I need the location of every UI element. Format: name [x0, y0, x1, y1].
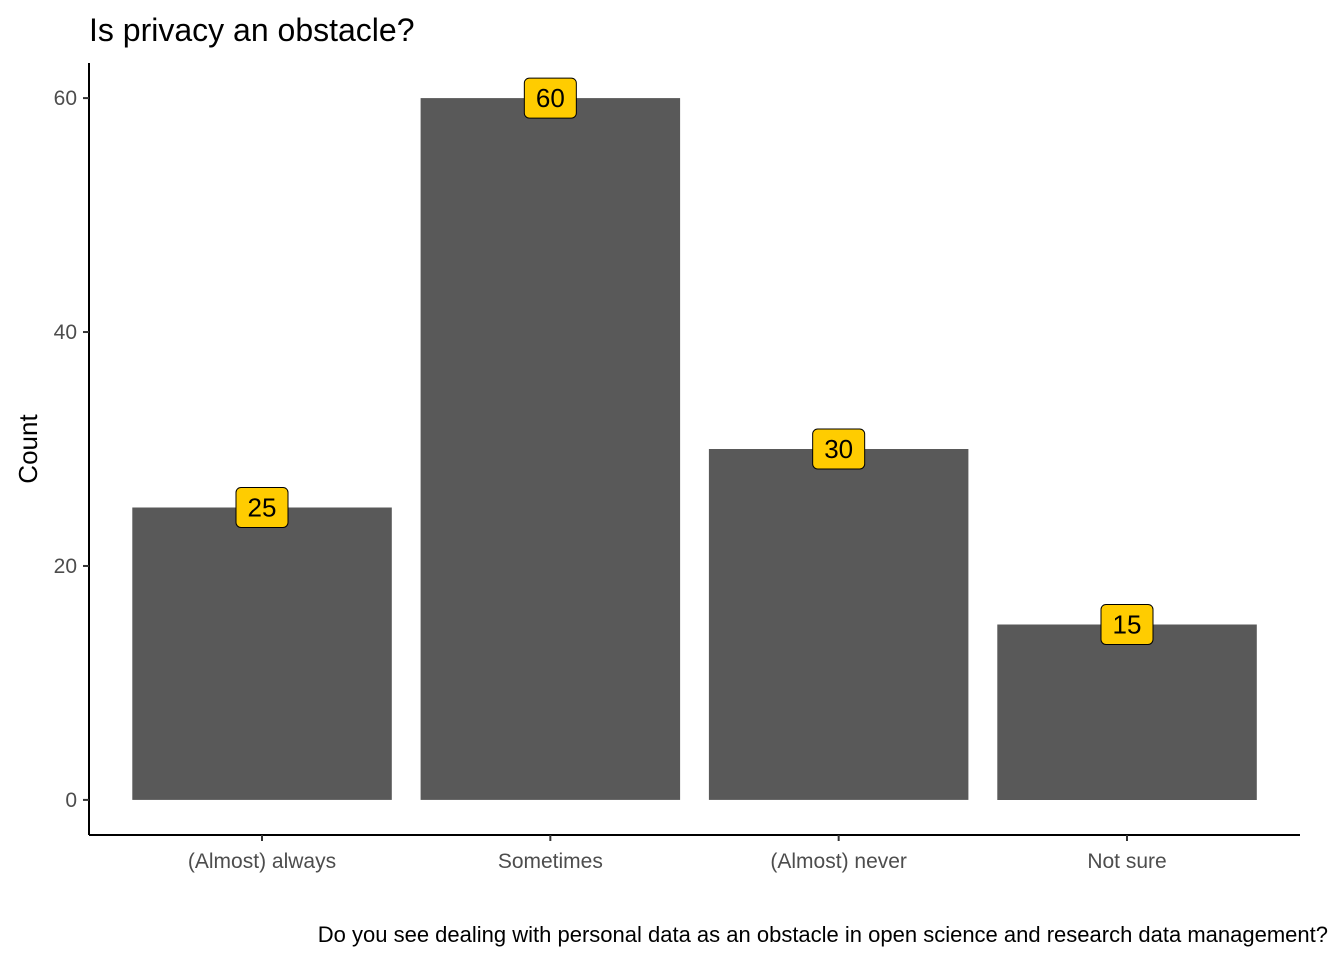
data-label-text: 25 — [248, 492, 277, 522]
data-label-text: 30 — [824, 434, 853, 464]
y-axis-title: Count — [13, 414, 43, 484]
data-label-box — [1100, 603, 1154, 645]
data-label-2: 30 — [812, 428, 866, 470]
bar-1 — [420, 98, 681, 800]
bars-layer — [132, 98, 1257, 800]
data-label-text: 60 — [536, 83, 565, 113]
chart-title: Is privacy an obstacle? — [89, 12, 415, 48]
data-labels-layer: 25 60 30 15 — [235, 77, 1154, 645]
data-label-box — [523, 77, 577, 119]
bar-2 — [708, 449, 969, 800]
axes-layer: 0 20 40 60 (Almost) always Sometimes (Almost) … — [54, 63, 1300, 873]
data-label-text: 15 — [1113, 609, 1142, 639]
data-label-3: 15 — [1100, 603, 1154, 645]
data-label-0: 25 — [235, 486, 289, 528]
bar-3 — [997, 624, 1257, 800]
y-tick-label: 20 — [54, 555, 77, 578]
bar-0 — [132, 507, 392, 800]
x-tick-label: Sometimes — [498, 850, 603, 873]
data-label-box — [812, 428, 866, 470]
x-tick-label: Not sure — [1087, 850, 1166, 873]
x-axis-caption: Do you see dealing with personal data as… — [318, 922, 1328, 947]
x-tick-label: (Almost) always — [188, 850, 336, 873]
data-label-box — [235, 486, 289, 528]
y-tick-label: 60 — [54, 87, 77, 110]
data-label-1: 60 — [523, 77, 577, 119]
y-tick-label: 40 — [54, 321, 77, 344]
x-tick-label: (Almost) never — [770, 850, 907, 873]
y-tick-label: 0 — [65, 789, 77, 812]
